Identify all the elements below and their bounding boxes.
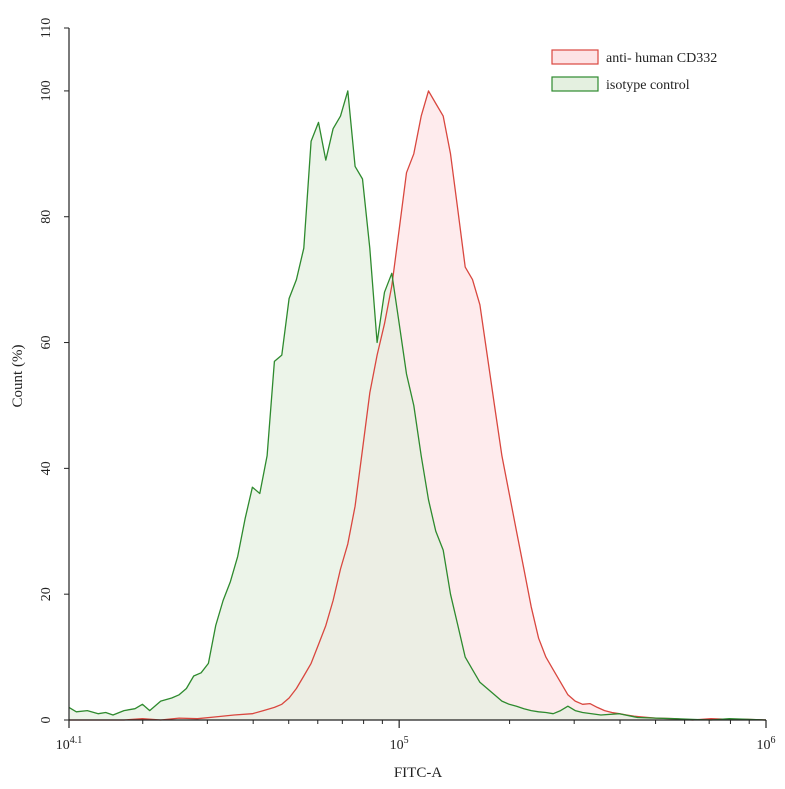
- legend: anti- human CD332 isotype control: [551, 49, 717, 93]
- x-tick-label: 106: [757, 735, 776, 753]
- series-area-0: [69, 90, 766, 720]
- axes: [64, 27, 767, 728]
- x-tick-label: 104.1: [56, 735, 83, 753]
- x-tick-labels: 104.1 105 106: [56, 735, 776, 753]
- series-line-1: [68, 90, 767, 721]
- y-tick-label: 110: [39, 18, 54, 38]
- y-tick-label: 20: [39, 587, 54, 601]
- y-axis-label: Count (%): [10, 345, 26, 408]
- series-area-1: [69, 90, 766, 720]
- y-tick-label: 40: [39, 461, 54, 475]
- legend-swatch-1: [551, 76, 599, 92]
- series-fills: [69, 90, 766, 720]
- x-tick-label: 105: [390, 735, 409, 753]
- y-tick-label: 80: [39, 210, 54, 224]
- legend-swatch-0: [551, 49, 599, 65]
- y-tick-labels: 0 20 40 60 80 100 110: [39, 18, 54, 724]
- y-tick-label: 100: [39, 80, 54, 101]
- y-tick-label: 0: [39, 717, 54, 724]
- legend-label-1: isotype control: [606, 78, 690, 93]
- x-axis-label: FITC-A: [394, 765, 443, 781]
- legend-label-0: anti- human CD332: [606, 51, 717, 66]
- y-tick-label: 60: [39, 336, 54, 350]
- series-line-0: [69, 90, 767, 721]
- series-lines: [68, 90, 767, 721]
